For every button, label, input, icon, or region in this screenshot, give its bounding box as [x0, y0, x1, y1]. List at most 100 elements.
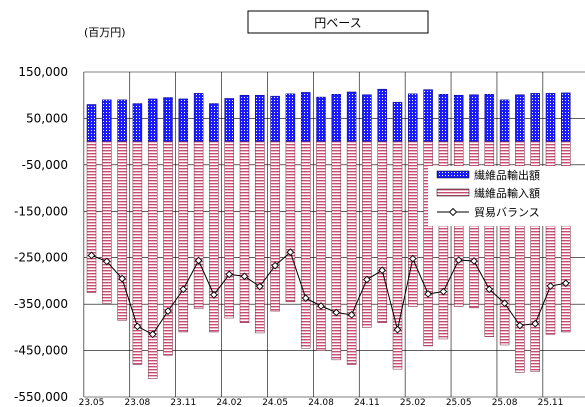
x-tick-label: 24.08 [308, 398, 334, 407]
balance-point [500, 299, 509, 308]
y-tick-label: -350,000 [14, 297, 68, 311]
balance-point [102, 257, 111, 266]
export-bar [362, 94, 372, 142]
x-tick-label: 25.02 [400, 398, 426, 407]
export-bar [346, 91, 357, 142]
export-bar [316, 96, 326, 142]
balance-point [271, 261, 279, 270]
balance-point [470, 257, 478, 265]
balance-point [546, 282, 555, 290]
chart-title: 円ベース [314, 16, 361, 30]
balance-point [225, 270, 234, 279]
export-bar [224, 98, 234, 142]
import-bar [316, 141, 326, 351]
export-bar [499, 99, 510, 142]
import-bar [117, 141, 127, 321]
legend-label-import: 繊維品輸入額 [474, 186, 540, 200]
x-tick-label: 25.05 [446, 398, 472, 407]
export-bar [102, 99, 112, 142]
balance-point [408, 254, 417, 263]
balance-point [363, 275, 371, 284]
import-bar [102, 141, 112, 304]
export-bar [178, 98, 189, 142]
export-bars [86, 88, 571, 142]
balance-point [301, 294, 310, 302]
import-bars [86, 141, 571, 379]
balance-point [240, 272, 249, 281]
unit-label: (百万円) [84, 26, 126, 39]
export-bar [561, 92, 571, 142]
balance-point [87, 251, 96, 260]
export-bar [239, 94, 250, 142]
import-bar [331, 141, 342, 361]
balance-point [148, 330, 157, 339]
balance-point [516, 321, 524, 330]
balance-point [179, 285, 188, 294]
chart-title-box: 円ベース [247, 10, 429, 34]
balance-point [424, 290, 432, 298]
import-bar [300, 141, 311, 349]
y-tick-label: 150,000 [18, 65, 68, 79]
import-bar [561, 141, 571, 333]
import-bar [545, 141, 556, 335]
x-tick-label: 24.02 [216, 398, 242, 407]
x-tick-label: 23.05 [79, 398, 105, 407]
import-bar [362, 141, 372, 328]
legend-label-balance: 貿易バランス [474, 206, 540, 219]
export-bar [392, 101, 403, 142]
import-bar [515, 141, 525, 373]
y-tick-label: -250,000 [14, 251, 68, 265]
export-bar [530, 93, 540, 142]
balance-point [378, 266, 387, 275]
export-bar [300, 92, 311, 142]
balance-point [164, 307, 172, 315]
y-tick-label: -50,000 [22, 158, 68, 172]
export-bar [147, 98, 158, 142]
export-bar [469, 94, 479, 142]
balance-point [286, 248, 295, 256]
export-bar [255, 94, 265, 142]
import-bar [392, 141, 403, 370]
balance-point [133, 322, 142, 331]
legend-label-export: 繊維品輸出額 [474, 168, 540, 182]
import-bar [239, 141, 250, 323]
x-tick-label: 23.08 [125, 398, 151, 407]
import-bar [209, 141, 219, 333]
balance-polyline [91, 251, 566, 335]
import-bar [132, 141, 143, 365]
balance-point [347, 310, 356, 319]
import-bar [86, 141, 97, 293]
y-tick-label: 50,000 [26, 111, 68, 125]
balance-line [87, 248, 570, 339]
x-tick-label: 23.11 [170, 398, 196, 407]
import-bar [193, 141, 204, 310]
export-bar [484, 94, 495, 142]
legend: 繊維品輸出額 繊維品輸入額 貿易バランス [428, 166, 585, 226]
balance-point [393, 325, 402, 334]
import-bar [346, 141, 357, 365]
legend-swatch-export [436, 170, 470, 179]
balance-point [210, 291, 218, 299]
export-bar [453, 94, 464, 142]
export-bar [331, 94, 342, 142]
balance-point [485, 285, 494, 294]
import-bar [499, 141, 510, 346]
export-bar [86, 104, 97, 142]
export-bar [193, 93, 204, 142]
export-bar [423, 89, 433, 142]
import-bar [224, 141, 234, 319]
import-bar [438, 141, 449, 340]
export-bar [515, 94, 525, 142]
export-bar [163, 97, 173, 142]
balance-point [531, 319, 540, 328]
import-bar [408, 141, 418, 307]
import-bar [270, 141, 280, 312]
import-bar [285, 141, 296, 303]
balance-point [255, 282, 264, 291]
import-bar [147, 141, 158, 379]
import-bar [178, 141, 189, 333]
legend-swatch-import [436, 188, 470, 197]
y-tick-label: -150,000 [14, 204, 68, 218]
balance-point [317, 302, 325, 310]
